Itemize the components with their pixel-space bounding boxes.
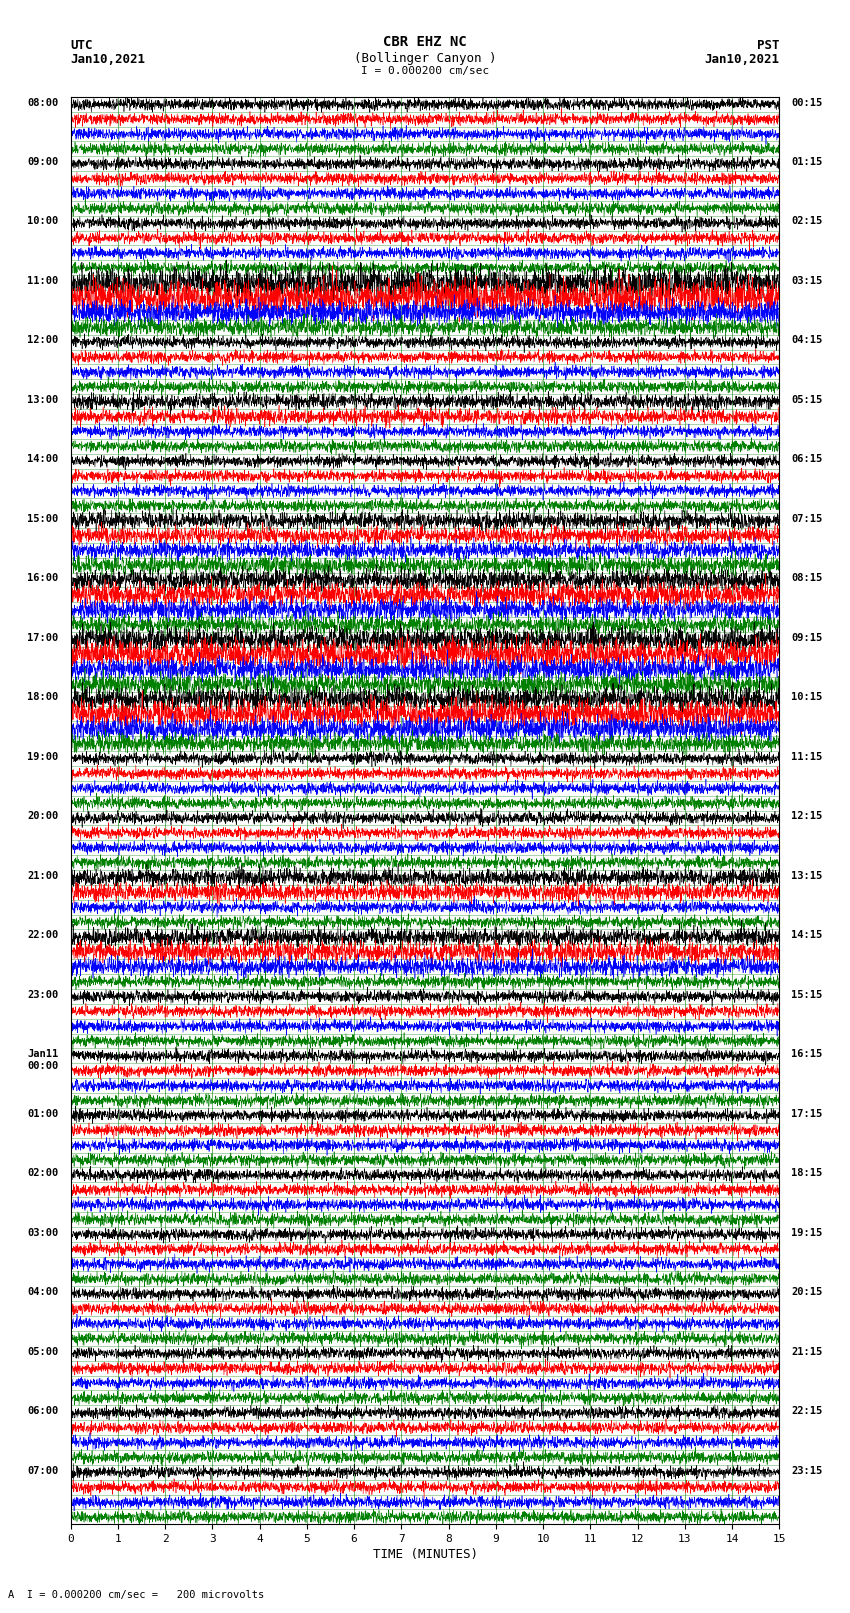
Text: PST: PST <box>757 39 779 52</box>
Text: Jan10,2021: Jan10,2021 <box>705 53 779 66</box>
Text: 13:00: 13:00 <box>27 395 59 405</box>
Text: 04:00: 04:00 <box>27 1287 59 1297</box>
Text: 11:15: 11:15 <box>791 752 823 761</box>
Text: 09:00: 09:00 <box>27 156 59 168</box>
Text: 19:15: 19:15 <box>791 1227 823 1237</box>
Text: UTC: UTC <box>71 39 93 52</box>
Text: 23:00: 23:00 <box>27 990 59 1000</box>
Text: 13:15: 13:15 <box>791 871 823 881</box>
X-axis label: TIME (MINUTES): TIME (MINUTES) <box>372 1548 478 1561</box>
Text: 05:15: 05:15 <box>791 395 823 405</box>
Text: 02:00: 02:00 <box>27 1168 59 1177</box>
Text: 08:00: 08:00 <box>27 97 59 108</box>
Text: 21:15: 21:15 <box>791 1347 823 1357</box>
Text: 17:00: 17:00 <box>27 632 59 644</box>
Text: 01:00: 01:00 <box>27 1108 59 1119</box>
Text: CBR EHZ NC: CBR EHZ NC <box>383 35 467 50</box>
Text: I = 0.000200 cm/sec: I = 0.000200 cm/sec <box>361 66 489 76</box>
Text: 09:15: 09:15 <box>791 632 823 644</box>
Text: 08:15: 08:15 <box>791 573 823 584</box>
Text: 07:15: 07:15 <box>791 515 823 524</box>
Text: A  I = 0.000200 cm/sec =   200 microvolts: A I = 0.000200 cm/sec = 200 microvolts <box>8 1590 264 1600</box>
Text: 01:15: 01:15 <box>791 156 823 168</box>
Text: 04:15: 04:15 <box>791 336 823 345</box>
Text: 18:00: 18:00 <box>27 692 59 702</box>
Text: 17:15: 17:15 <box>791 1108 823 1119</box>
Text: 23:15: 23:15 <box>791 1466 823 1476</box>
Text: 12:00: 12:00 <box>27 336 59 345</box>
Text: 06:00: 06:00 <box>27 1407 59 1416</box>
Text: 11:00: 11:00 <box>27 276 59 286</box>
Text: 03:00: 03:00 <box>27 1227 59 1237</box>
Text: 10:00: 10:00 <box>27 216 59 226</box>
Text: 12:15: 12:15 <box>791 811 823 821</box>
Text: 16:00: 16:00 <box>27 573 59 584</box>
Text: 20:00: 20:00 <box>27 811 59 821</box>
Text: (Bollinger Canyon ): (Bollinger Canyon ) <box>354 52 496 65</box>
Text: 10:15: 10:15 <box>791 692 823 702</box>
Text: 07:00: 07:00 <box>27 1466 59 1476</box>
Text: 21:00: 21:00 <box>27 871 59 881</box>
Text: Jan10,2021: Jan10,2021 <box>71 53 145 66</box>
Text: 19:00: 19:00 <box>27 752 59 761</box>
Text: Jan11
00:00: Jan11 00:00 <box>27 1048 59 1071</box>
Text: 03:15: 03:15 <box>791 276 823 286</box>
Text: 18:15: 18:15 <box>791 1168 823 1177</box>
Text: 20:15: 20:15 <box>791 1287 823 1297</box>
Text: 15:15: 15:15 <box>791 990 823 1000</box>
Text: 06:15: 06:15 <box>791 455 823 465</box>
Text: 16:15: 16:15 <box>791 1048 823 1060</box>
Text: 14:15: 14:15 <box>791 931 823 940</box>
Text: 05:00: 05:00 <box>27 1347 59 1357</box>
Text: 15:00: 15:00 <box>27 515 59 524</box>
Text: 02:15: 02:15 <box>791 216 823 226</box>
Text: 00:15: 00:15 <box>791 97 823 108</box>
Text: 22:00: 22:00 <box>27 931 59 940</box>
Text: 14:00: 14:00 <box>27 455 59 465</box>
Text: 22:15: 22:15 <box>791 1407 823 1416</box>
